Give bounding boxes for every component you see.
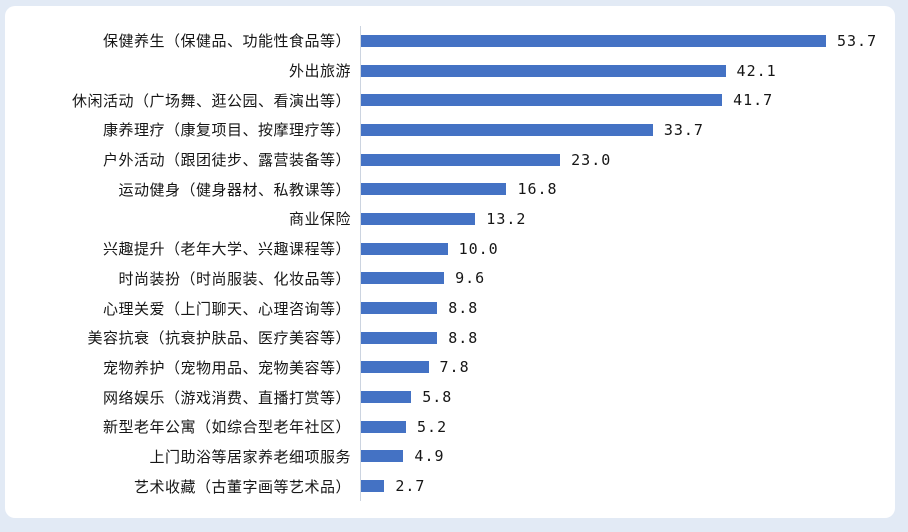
plot-area: 7.8 <box>360 352 895 383</box>
value-label: 13.2 <box>486 209 527 228</box>
bar <box>361 183 507 196</box>
value-label: 23.0 <box>571 150 612 169</box>
category-label: 网络娱乐（游戏消费、直播打赏等） <box>102 389 351 407</box>
bar-row: 康养理疗（康复项目、按摩理疗等） 33.7 <box>5 115 895 145</box>
bar <box>361 302 438 315</box>
bar <box>361 94 723 107</box>
value-label: 41.7 <box>733 91 774 110</box>
bar <box>361 272 445 285</box>
bar <box>361 331 438 344</box>
bar <box>361 450 404 463</box>
plot-area: 42.1 <box>360 55 895 86</box>
value-label: 9.6 <box>455 269 486 288</box>
category-label: 时尚装扮（时尚服装、化妆品等） <box>118 270 351 288</box>
bar-row: 外出旅游 42.1 <box>5 55 895 86</box>
bar-row: 保健养生（保健品、功能性食品等） 53.7 <box>5 26 895 56</box>
category-label: 心理关爱（上门聊天、心理咨询等） <box>102 300 351 318</box>
bar <box>361 212 476 225</box>
category-label: 户外活动（跟团徒步、露营装备等） <box>102 152 351 170</box>
bar-row: 时尚装扮（时尚服装、化妆品等） 9.6 <box>5 263 895 294</box>
bar <box>361 242 448 255</box>
plot-area: 13.2 <box>360 204 895 234</box>
category-label: 宠物养护（宠物用品、宠物美容等） <box>102 359 351 377</box>
category-label: 外出旅游 <box>288 63 351 81</box>
value-label: 10.0 <box>458 239 499 258</box>
plot-area: 23.0 <box>360 144 895 175</box>
category-label: 艺术收藏（古董字画等艺术品） <box>133 478 351 496</box>
plot-area: 53.7 <box>360 26 895 56</box>
category-label: 美容抗衰（抗衰护肤品、医疗美容等） <box>87 330 351 348</box>
value-label: 8.8 <box>448 328 479 347</box>
bar-row: 休闲活动（广场舞、逛公园、看演出等） 41.7 <box>5 85 895 116</box>
bar-row: 心理关爱（上门聊天、心理咨询等） 8.8 <box>5 293 895 323</box>
value-label: 4.9 <box>414 447 445 466</box>
plot-area: 8.8 <box>360 293 895 323</box>
plot-area: 2.7 <box>360 471 895 501</box>
bar <box>361 391 412 404</box>
bar <box>361 420 407 433</box>
bar-row: 商业保险 13.2 <box>5 204 895 234</box>
bar <box>361 64 726 77</box>
value-label: 5.8 <box>422 388 453 407</box>
bar-row: 艺术收藏（古董字画等艺术品） 2.7 <box>5 471 895 501</box>
value-label: 16.8 <box>517 180 558 199</box>
category-label: 运动健身（健身器材、私教课等） <box>118 181 351 199</box>
plot-area: 5.8 <box>360 382 895 412</box>
bar-row: 户外活动（跟团徒步、露营装备等） 23.0 <box>5 144 895 175</box>
bar <box>361 34 826 47</box>
value-label: 33.7 <box>663 120 704 139</box>
value-label: 5.2 <box>417 417 448 436</box>
bar-row: 网络娱乐（游戏消费、直播打赏等） 5.8 <box>5 382 895 412</box>
plot-area: 33.7 <box>360 115 895 145</box>
bar-row: 新型老年公寓（如综合型老年社区） 5.2 <box>5 411 895 442</box>
category-label: 兴趣提升（老年大学、兴趣课程等） <box>102 241 351 259</box>
bar-row: 美容抗衰（抗衰护肤品、医疗美容等） 8.8 <box>5 322 895 353</box>
value-label: 8.8 <box>448 299 479 318</box>
bar-row: 上门助浴等居家养老细项服务 4.9 <box>5 441 895 472</box>
bar <box>361 153 561 166</box>
plot-area: 16.8 <box>360 174 895 205</box>
plot-area: 5.2 <box>360 411 895 442</box>
value-label: 53.7 <box>837 31 878 50</box>
bar-row: 宠物养护（宠物用品、宠物美容等） 7.8 <box>5 352 895 383</box>
horizontal-bar-chart: 保健养生（保健品、功能性食品等） 53.7 外出旅游 42.1 休闲活动（广场舞… <box>5 26 895 501</box>
value-label: 42.1 <box>736 61 777 80</box>
plot-area: 4.9 <box>360 441 895 472</box>
chart-card: 保健养生（保健品、功能性食品等） 53.7 外出旅游 42.1 休闲活动（广场舞… <box>5 6 895 518</box>
bar <box>361 361 429 374</box>
plot-area: 41.7 <box>360 85 895 116</box>
plot-area: 10.0 <box>360 233 895 264</box>
plot-area: 8.8 <box>360 322 895 353</box>
category-label: 商业保险 <box>288 211 351 229</box>
category-label: 上门助浴等居家养老细项服务 <box>149 448 351 466</box>
bar <box>361 480 385 493</box>
plot-area: 9.6 <box>360 263 895 294</box>
bar-row: 运动健身（健身器材、私教课等） 16.8 <box>5 174 895 205</box>
value-label: 2.7 <box>395 477 426 496</box>
value-label: 7.8 <box>439 358 470 377</box>
bar-row: 兴趣提升（老年大学、兴趣课程等） 10.0 <box>5 233 895 264</box>
bar <box>361 123 653 136</box>
category-label: 休闲活动（广场舞、逛公园、看演出等） <box>71 92 351 110</box>
category-label: 康养理疗（康复项目、按摩理疗等） <box>102 122 351 140</box>
category-label: 保健养生（保健品、功能性食品等） <box>102 33 351 51</box>
category-label: 新型老年公寓（如综合型老年社区） <box>102 419 351 437</box>
